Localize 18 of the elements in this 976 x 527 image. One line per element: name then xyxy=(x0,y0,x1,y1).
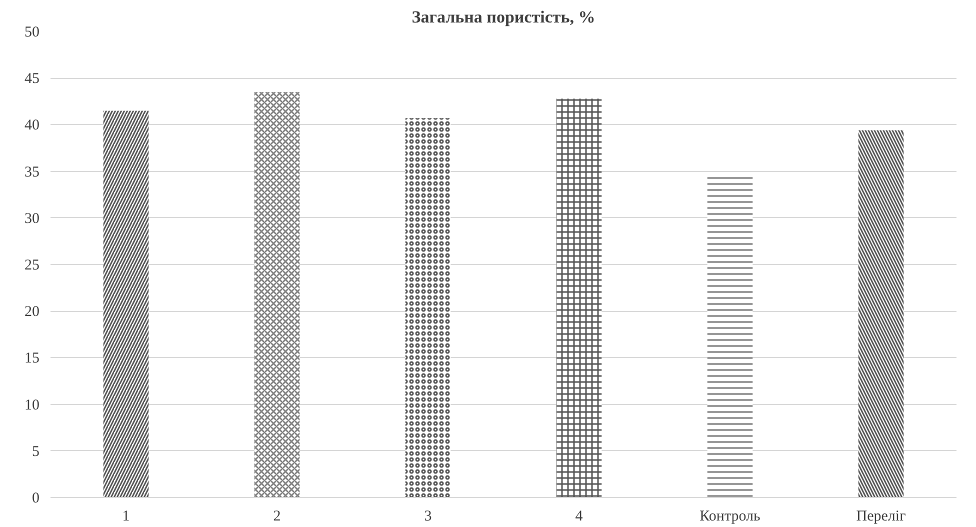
x-tick-label: 3 xyxy=(424,508,432,524)
y-tick-label: 20 xyxy=(24,304,40,320)
y-tick-label: 45 xyxy=(24,71,40,88)
y-tick-label: 25 xyxy=(24,258,40,274)
y-tick-label: 50 xyxy=(24,24,40,40)
y-tick-label: 10 xyxy=(24,397,40,414)
x-tick-label: 1 xyxy=(122,508,130,524)
x-tick-label: Контроль xyxy=(700,508,760,524)
y-tick-label: 40 xyxy=(24,118,40,134)
y-tick-label: 30 xyxy=(24,210,40,227)
chart-title: Загальна пористість, % xyxy=(412,8,596,26)
x-tick-label: Переліг xyxy=(856,508,906,524)
x-tick-label: 4 xyxy=(575,508,584,524)
y-tick-label: 15 xyxy=(24,350,40,367)
x-tick-label: 2 xyxy=(273,508,281,524)
y-tick-label: 35 xyxy=(24,164,40,180)
y-tick-label: 5 xyxy=(32,444,40,460)
y-tick-label: 0 xyxy=(32,490,40,506)
